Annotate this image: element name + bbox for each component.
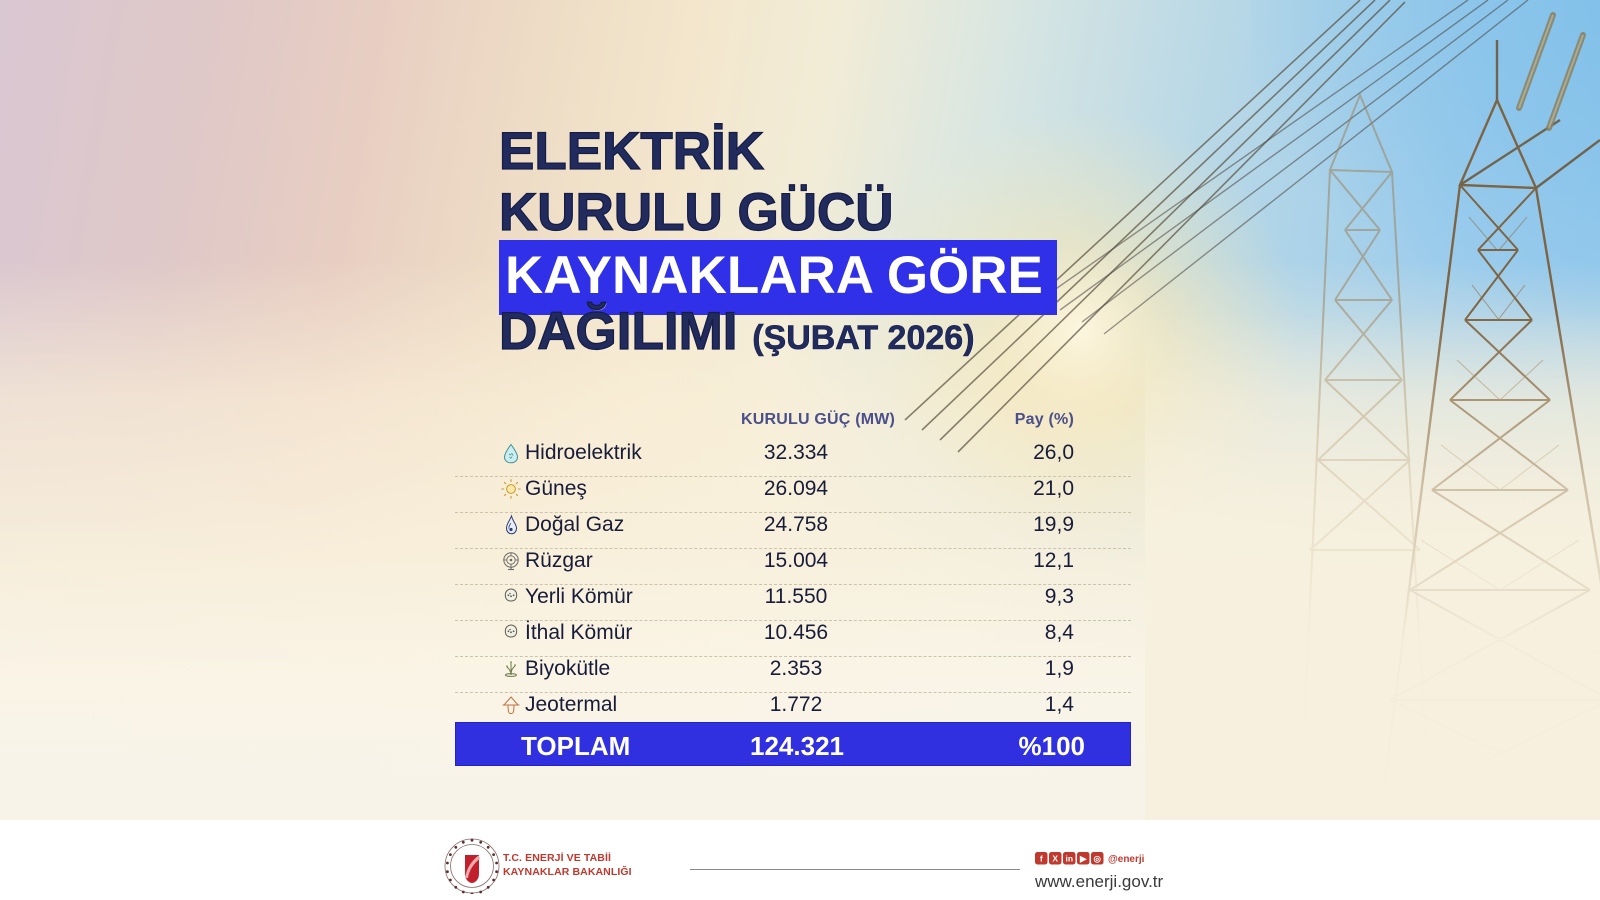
svg-text:in: in bbox=[1065, 853, 1073, 863]
svg-text:◎: ◎ bbox=[1094, 853, 1102, 863]
svg-text:@enerji: @enerji bbox=[1108, 854, 1145, 865]
svg-text:X: X bbox=[1052, 853, 1058, 863]
svg-text:f: f bbox=[1040, 853, 1043, 863]
